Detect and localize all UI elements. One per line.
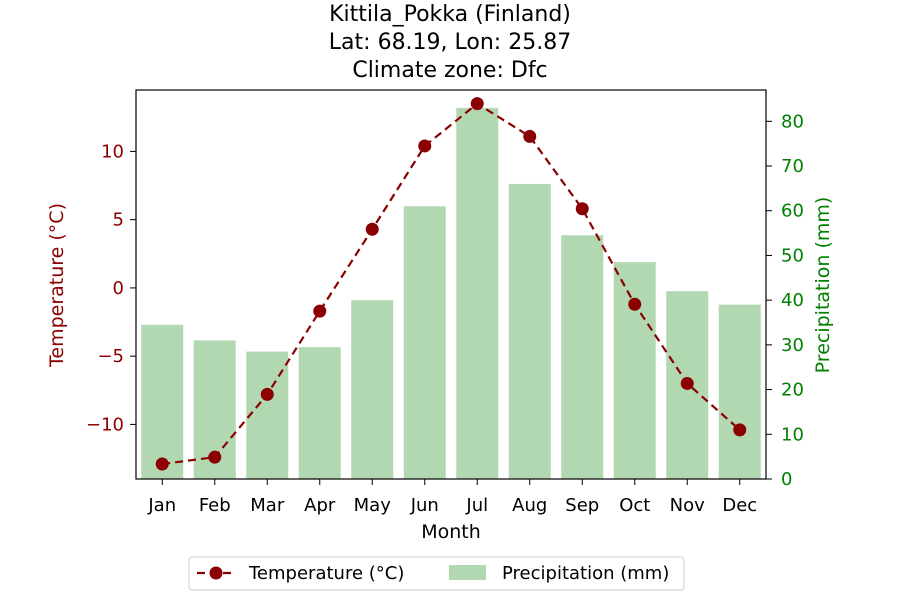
- x-tick-label-aug: Aug: [512, 495, 547, 516]
- right-tick-label-0: 0: [781, 469, 792, 490]
- precipitation-bar-oct: [613, 262, 656, 479]
- right-axis: 0 10 20 30 40 50 60 70 80: [766, 111, 804, 490]
- precipitation-bar-jan: [141, 324, 184, 479]
- x-tick-label-jun: Jun: [410, 495, 439, 516]
- right-tick-label-4: 40: [781, 290, 804, 311]
- precipitation-bar-jun: [403, 206, 446, 479]
- legend-temperature-label: Temperature (°C): [248, 563, 404, 584]
- chart-title-line-2: Lat: 68.19, Lon: 25.87: [329, 30, 571, 55]
- left-axis-label: Temperature (°C): [46, 203, 68, 368]
- legend-box: [188, 556, 685, 591]
- temperature-point-mar: [260, 387, 274, 401]
- left-tick-label-0: −10: [86, 414, 124, 435]
- temperature-point-aug: [523, 129, 537, 143]
- right-axis-label: Precipitation (mm): [812, 197, 834, 374]
- x-tick-label-jan: Jan: [147, 495, 176, 516]
- left-tick-label-4: 10: [101, 141, 124, 162]
- legend-temperature-marker: [209, 566, 223, 580]
- x-tick-label-jul: Jul: [465, 495, 488, 516]
- precipitation-bars: [141, 107, 761, 479]
- temperature-point-dec: [733, 423, 747, 437]
- temperature-point-jun: [418, 139, 432, 153]
- precipitation-bar-aug: [508, 183, 551, 479]
- temperature-line: [162, 102, 741, 466]
- temperature-point-jul: [470, 97, 484, 111]
- x-tick-label-sep: Sep: [565, 495, 599, 516]
- legend: Temperature (°C) Precipitation (mm): [188, 556, 685, 591]
- temperature-point-oct: [628, 297, 642, 311]
- right-tick-label-5: 50: [781, 245, 804, 266]
- temperature-point-jan: [155, 457, 169, 471]
- x-tick-label-dec: Dec: [722, 495, 757, 516]
- precipitation-bar-may: [351, 300, 394, 479]
- temperature-point-may: [365, 222, 379, 236]
- precipitation-bar-jul: [456, 107, 499, 479]
- temperature-point-feb: [208, 450, 222, 464]
- x-tick-label-mar: Mar: [250, 495, 285, 516]
- legend-precipitation-swatch: [449, 565, 486, 580]
- left-tick-label-3: 5: [113, 210, 124, 231]
- temperature-series: [155, 97, 747, 471]
- chart-title-line-1: Kittila_Pokka (Finland): [329, 2, 571, 27]
- right-tick-label-8: 80: [781, 111, 804, 132]
- legend-precipitation-label: Precipitation (mm): [502, 563, 669, 584]
- x-axis-label: Month: [421, 521, 481, 543]
- right-tick-label-3: 30: [781, 335, 804, 356]
- x-tick-label-oct: Oct: [619, 495, 650, 516]
- x-tick-label-feb: Feb: [199, 495, 231, 516]
- chart-title-line-3: Climate zone: Dfc: [352, 58, 547, 83]
- left-tick-label-1: −5: [97, 346, 124, 367]
- x-tick-label-apr: Apr: [304, 495, 336, 516]
- x-tick-label-nov: Nov: [670, 495, 705, 516]
- left-tick-label-2: 0: [113, 278, 124, 299]
- x-axis: Jan Feb Mar Apr May Jun Jul Aug Sep Oct Nov Dec: [147, 479, 757, 516]
- x-tick-label-may: May: [354, 495, 392, 516]
- temperature-point-sep: [575, 202, 589, 216]
- temperature-point-nov: [680, 376, 694, 390]
- precipitation-bar-apr: [298, 347, 341, 479]
- precipitation-bar-dec: [718, 304, 761, 479]
- right-tick-label-6: 60: [781, 201, 804, 222]
- chart-title: Kittila_Pokka (Finland) Lat: 68.19, Lon:…: [329, 2, 571, 83]
- right-tick-label-7: 70: [781, 156, 804, 177]
- precipitation-bar-sep: [561, 235, 604, 479]
- left-axis: −10 −5 0 5 10: [86, 141, 136, 435]
- temperature-point-apr: [313, 304, 327, 318]
- plot-frame: [135, 89, 767, 480]
- right-tick-label-1: 10: [781, 424, 804, 445]
- right-tick-label-2: 20: [781, 380, 804, 401]
